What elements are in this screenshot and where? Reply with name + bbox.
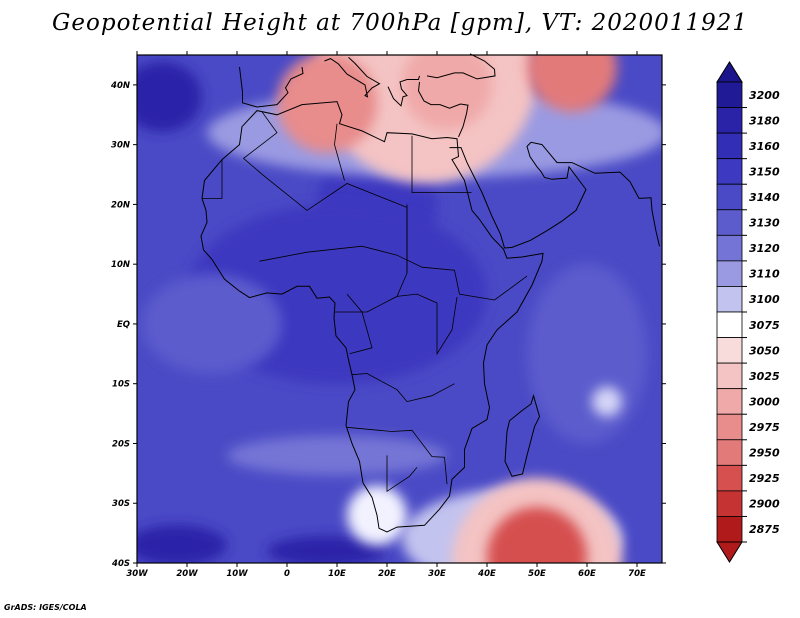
field-shade [267, 536, 387, 563]
field-turkey-low [402, 55, 492, 130]
colorbar-label: 3140 [749, 191, 780, 204]
lon-tick-label: 40E [477, 569, 496, 579]
country-border [386, 455, 418, 493]
colorbar-label: 2900 [749, 498, 780, 511]
colorbar-swatch [716, 132, 743, 160]
colorbar-label: 3025 [749, 370, 780, 383]
coastline-madagascar [504, 393, 541, 477]
country-border [436, 296, 458, 356]
map-plot-area [137, 55, 662, 563]
colorbar-label: 2875 [749, 523, 780, 536]
coastline-arabia [449, 141, 660, 249]
map-axes: 30W 20W 10W 0 10E 20E 30E 40E 50E 60E 70E 40N 30N 20N… [110, 51, 666, 579]
map-border [136, 54, 663, 564]
lat-tick-label: 20N [111, 200, 130, 210]
colorbar-top-arrow [716, 61, 743, 83]
colorbar: 3200 3180 3160 3150 3140 3130 3120 3110 3100 3075… [716, 61, 780, 563]
colorbar-swatch [716, 413, 743, 441]
field-southern-trough-core [487, 507, 587, 563]
country-border [411, 135, 472, 193]
colorbar-label: 3180 [749, 114, 780, 127]
colorbar-swatch [716, 158, 743, 185]
field-shade [527, 263, 647, 444]
colorbar-swatch [716, 286, 743, 313]
field-shade [137, 525, 227, 563]
colorbar-label: 2925 [749, 472, 780, 485]
country-border [346, 426, 448, 485]
colorbar-label: 3050 [749, 344, 780, 357]
colorbar-label: 3120 [749, 242, 780, 255]
field-shade [137, 61, 202, 132]
country-border [346, 293, 373, 355]
lon-tick-label: 30W [126, 569, 148, 579]
map-frame [136, 54, 663, 564]
lon-tick-label: 30E [428, 569, 446, 579]
colorbar-swatch [716, 107, 743, 134]
lat-tick-label: 10N [111, 260, 130, 270]
field-shade [227, 435, 447, 476]
colorbar-label: 3200 [749, 89, 780, 102]
country-border [396, 293, 438, 330]
lon-tick-label: 50E [528, 569, 546, 579]
lon-tick-label: 10W [226, 569, 248, 579]
coastline-africa [200, 101, 544, 533]
colorbar-swatch [716, 337, 743, 364]
chart-title: Geopotential Height at 700hPa [gpm], VT:… [52, 10, 748, 36]
field-madagascar-east-low [592, 386, 622, 417]
lon-tick-label: 10E [328, 569, 346, 579]
colorbar-label: 3075 [749, 319, 780, 332]
credit-label: GrADS: IGES/COLA [4, 603, 87, 612]
colorbar-label: 3000 [749, 395, 780, 408]
colorbar-swatch [716, 234, 743, 262]
colorbar-swatch [716, 516, 743, 543]
colorbar-bottom-arrow [716, 541, 743, 563]
country-border [351, 373, 455, 403]
lon-tick-label: 0 [284, 569, 290, 579]
lat-tick-label: 40S [111, 559, 130, 569]
field-mediterranean-low [277, 55, 377, 153]
field-shade [142, 273, 282, 374]
colorbar-label: 2975 [749, 421, 780, 434]
lon-tick-label: 20E [378, 569, 396, 579]
country-border [259, 245, 528, 301]
coastline-turkey [417, 81, 469, 138]
colorbar-swatch [716, 490, 743, 517]
lon-tick-label: 20W [176, 569, 198, 579]
colorbar-swatch [716, 260, 743, 287]
country-border [242, 111, 408, 274]
lat-tick-label: 20S [112, 439, 130, 449]
colorbar-swatch [716, 209, 743, 236]
colorbar-label: 2950 [749, 447, 780, 460]
coastline-greece [387, 75, 420, 107]
lat-tick-label: 40N [110, 81, 130, 91]
colorbar-swatch [716, 183, 743, 211]
field-caspian-low [527, 55, 617, 112]
coastlines [200, 53, 660, 533]
colorbar-label: 3150 [749, 165, 780, 178]
colorbar-label: 3160 [749, 140, 780, 153]
coastline-italy [324, 57, 381, 98]
colorbar-label: 3130 [749, 217, 780, 230]
country-border [334, 123, 345, 181]
lat-tick-label: EQ [117, 320, 130, 330]
colorbar-swatch [716, 362, 743, 390]
coastline-black-sea [426, 53, 496, 80]
lon-tick-label: 70E [628, 569, 646, 579]
colorbar-swatch [716, 464, 743, 492]
colorbar-swatch [716, 81, 743, 108]
coastline-iberia [239, 66, 304, 108]
colorbar-label: 3100 [749, 293, 780, 306]
country-border [202, 159, 223, 199]
lon-tick-label: 60E [578, 569, 596, 579]
colorbar-swatch [716, 388, 743, 415]
lat-tick-label: 30S [112, 499, 130, 509]
colorbar-swatch [716, 439, 743, 466]
colorbar-label: 3110 [749, 268, 780, 281]
colorbar-swatch [716, 311, 743, 338]
lat-tick-label: 30N [111, 141, 130, 151]
lat-tick-label: 10S [112, 380, 130, 390]
